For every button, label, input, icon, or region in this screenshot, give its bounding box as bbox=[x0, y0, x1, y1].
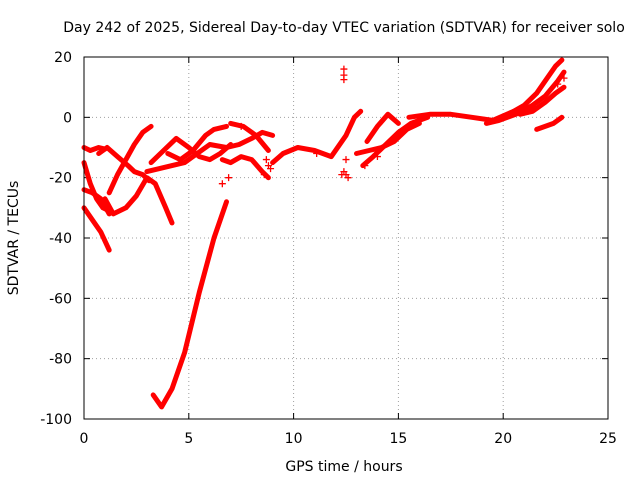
series-arc-22 bbox=[534, 114, 565, 132]
y-tick-label: 20 bbox=[54, 50, 72, 66]
data-arc bbox=[150, 199, 229, 410]
data-point-cross bbox=[344, 174, 352, 182]
data-point-cross bbox=[313, 150, 321, 158]
data-arc bbox=[360, 114, 431, 169]
data-point-cross bbox=[554, 80, 562, 88]
data-arc bbox=[364, 111, 401, 144]
series-arc-3 bbox=[81, 187, 112, 217]
data-point-cross bbox=[218, 180, 226, 188]
x-tick-label: 0 bbox=[80, 431, 89, 447]
data-arc bbox=[96, 145, 152, 184]
y-axis-label: SDTVAR / TECUs bbox=[6, 181, 22, 296]
data-arc bbox=[102, 175, 175, 226]
data-point-cross bbox=[373, 153, 381, 161]
data-point-cross bbox=[361, 162, 369, 170]
data-point-cross bbox=[560, 74, 568, 82]
data-arc bbox=[219, 154, 271, 181]
data-arc bbox=[228, 120, 271, 153]
series-arc-7 bbox=[106, 123, 154, 196]
y-tick-label: -80 bbox=[49, 352, 72, 368]
data-point-cross bbox=[225, 174, 233, 182]
x-tick-label: 20 bbox=[494, 431, 512, 447]
data-arc bbox=[270, 108, 364, 166]
series-arc-13 bbox=[228, 120, 271, 153]
series-arc-20 bbox=[511, 57, 565, 114]
y-tick-label: -40 bbox=[49, 231, 72, 247]
data-point-cross bbox=[342, 156, 350, 164]
series-arc-6 bbox=[102, 175, 175, 226]
x-tick-label: 15 bbox=[389, 431, 407, 447]
y-tick-label: 0 bbox=[63, 110, 72, 126]
x-tick-label: 25 bbox=[599, 431, 617, 447]
series-arc-14 bbox=[270, 108, 364, 166]
x-axis-label: GPS time / hours bbox=[285, 459, 402, 475]
y-tick-labels: -100 -80 -60 -40 -20 0 20 bbox=[40, 50, 72, 428]
series-crosses bbox=[218, 65, 568, 188]
series-arc-16 bbox=[360, 114, 431, 169]
data-point-cross bbox=[237, 122, 245, 130]
data-arc bbox=[81, 205, 112, 253]
x-tick-labels: 0 5 10 15 20 25 bbox=[80, 431, 617, 447]
series-arc-12 bbox=[219, 154, 271, 181]
plot-frame bbox=[83, 56, 609, 420]
data-arc bbox=[81, 187, 112, 217]
data-arc bbox=[165, 123, 229, 163]
data-arc bbox=[517, 84, 567, 117]
series-arc-15 bbox=[354, 120, 422, 156]
y-tick-label: -20 bbox=[49, 171, 72, 187]
data-point-cross bbox=[340, 76, 348, 84]
x-tick-label: 5 bbox=[184, 431, 193, 447]
series-arc-4 bbox=[81, 205, 112, 253]
x-tick-label: 10 bbox=[285, 431, 303, 447]
series-arc-5 bbox=[96, 145, 152, 184]
chart-title: Day 242 of 2025, Sidereal Day-to-day VTE… bbox=[63, 20, 625, 36]
data-point-cross bbox=[260, 171, 268, 179]
data-point-cross bbox=[262, 156, 270, 164]
data-point-cross bbox=[340, 65, 348, 73]
data-arc bbox=[511, 57, 565, 114]
data-arc bbox=[534, 114, 565, 132]
y-tick-label: -60 bbox=[49, 291, 72, 307]
series-arc-11 bbox=[165, 123, 229, 163]
data-arc bbox=[106, 123, 154, 196]
data-arc bbox=[354, 120, 422, 156]
y-tick-label: -100 bbox=[40, 412, 72, 428]
data-point-cross bbox=[340, 168, 348, 176]
series-arc-21 bbox=[517, 84, 567, 117]
series-arc-17 bbox=[364, 111, 401, 144]
series-arc-8 bbox=[150, 199, 229, 410]
data-series bbox=[81, 57, 568, 410]
data-point-cross bbox=[267, 165, 275, 173]
